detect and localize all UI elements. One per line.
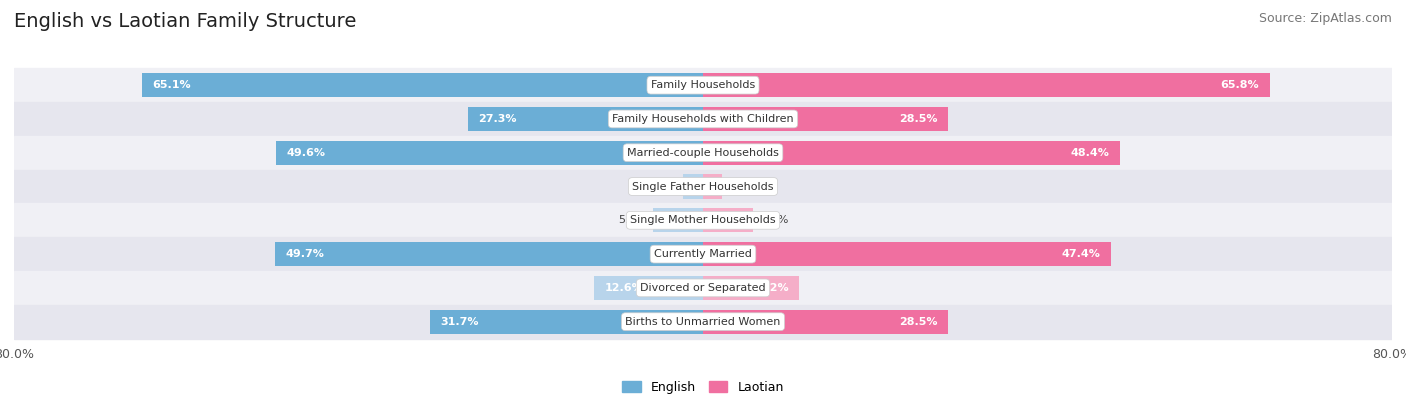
Text: Source: ZipAtlas.com: Source: ZipAtlas.com [1258,12,1392,25]
Bar [703,73,1270,97]
Text: 28.5%: 28.5% [900,114,938,124]
Bar [703,174,721,199]
Text: 11.2%: 11.2% [751,283,789,293]
Bar [14,237,1392,271]
Text: 2.3%: 2.3% [648,182,676,192]
Bar [703,310,949,334]
Bar [14,68,1392,102]
Bar [14,102,1392,136]
Bar [142,73,703,97]
Text: 49.7%: 49.7% [285,249,325,259]
Bar [703,141,1119,165]
Bar [14,136,1392,169]
Text: 31.7%: 31.7% [440,317,479,327]
Text: 5.8%: 5.8% [617,215,647,225]
Bar [14,271,1392,305]
Text: 28.5%: 28.5% [900,317,938,327]
Text: 5.8%: 5.8% [759,215,789,225]
Bar [652,208,703,233]
Text: 47.4%: 47.4% [1062,249,1101,259]
Bar [430,310,703,334]
Bar [468,107,703,131]
Text: 65.8%: 65.8% [1220,80,1260,90]
Text: 48.4%: 48.4% [1070,148,1109,158]
Text: 2.2%: 2.2% [728,182,758,192]
Text: Currently Married: Currently Married [654,249,752,259]
Bar [14,305,1392,339]
Text: 65.1%: 65.1% [153,80,191,90]
Bar [276,141,703,165]
Text: 27.3%: 27.3% [478,114,517,124]
Text: 49.6%: 49.6% [287,148,325,158]
Bar [14,203,1392,237]
Bar [703,107,949,131]
Bar [703,208,754,233]
Legend: English, Laotian: English, Laotian [617,376,789,395]
Text: Single Mother Households: Single Mother Households [630,215,776,225]
Text: Single Father Households: Single Father Households [633,182,773,192]
Text: Births to Unmarried Women: Births to Unmarried Women [626,317,780,327]
Text: Married-couple Households: Married-couple Households [627,148,779,158]
Text: Family Households: Family Households [651,80,755,90]
Bar [703,276,800,300]
Bar [683,174,703,199]
Bar [595,276,703,300]
Bar [14,169,1392,203]
Text: Divorced or Separated: Divorced or Separated [640,283,766,293]
Text: 12.6%: 12.6% [605,283,644,293]
Text: Family Households with Children: Family Households with Children [612,114,794,124]
Bar [276,242,703,266]
Text: English vs Laotian Family Structure: English vs Laotian Family Structure [14,12,357,31]
Bar [703,242,1111,266]
